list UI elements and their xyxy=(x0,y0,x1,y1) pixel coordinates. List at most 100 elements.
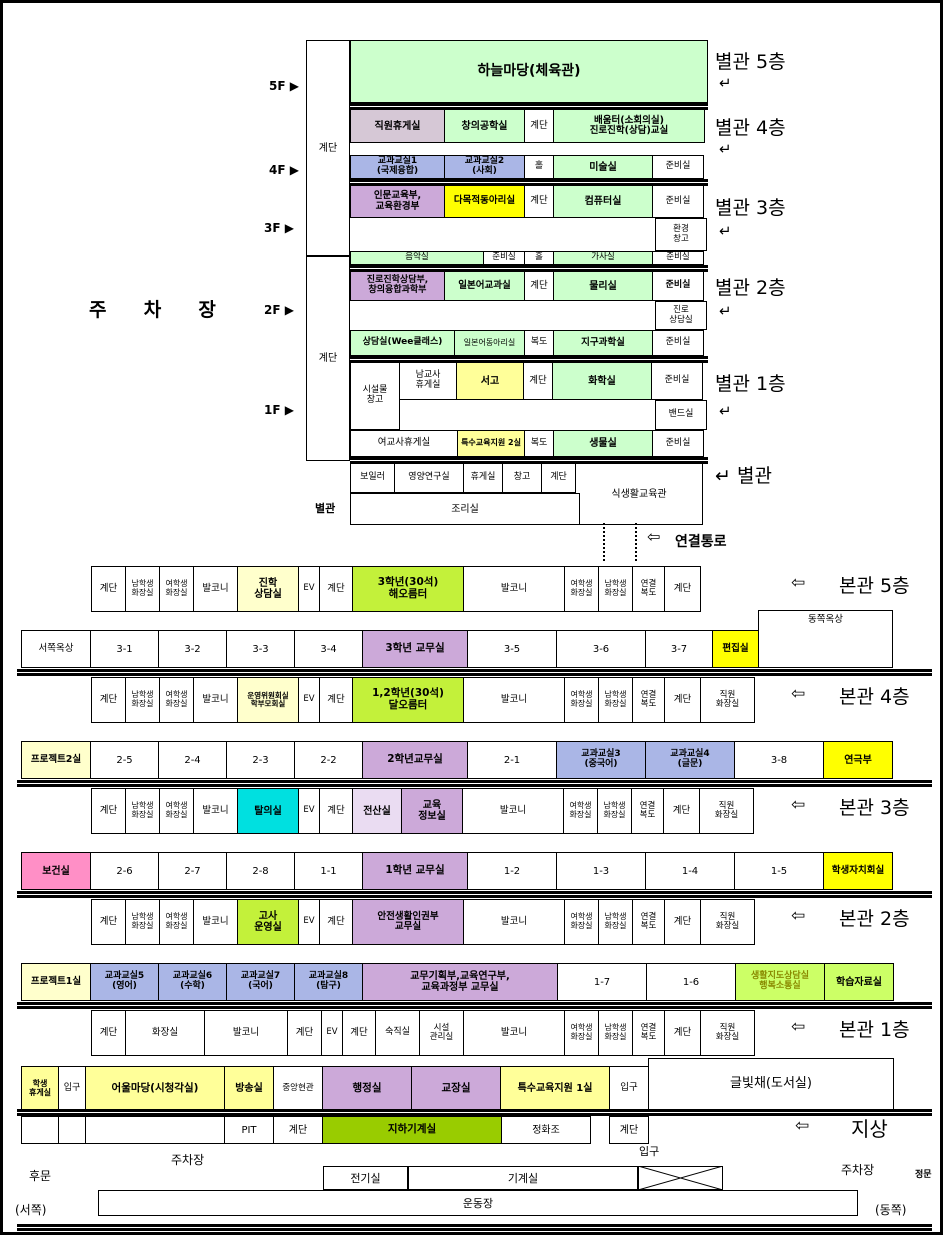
room-cell: 계단 xyxy=(287,1010,322,1056)
room-cell: 안전생활인권부 교무실 xyxy=(352,899,464,945)
room-cell: 계단 xyxy=(91,788,126,834)
room-cell: 발코니 xyxy=(463,566,565,612)
room-cell: 방송실 xyxy=(224,1066,274,1111)
room-cell: 교무기획부,교육연구부, 교육과정부 교무실 xyxy=(362,963,558,1001)
room-cell: 발코니 xyxy=(462,788,564,834)
label-arrow: ⇦ xyxy=(791,795,806,815)
row-basement: PIT 계단 지하기계실 정화조 계단 xyxy=(21,1116,649,1144)
blank-cell xyxy=(400,400,656,430)
room-cell: 계단 xyxy=(609,1116,649,1144)
row-f1b: 밴드실 xyxy=(400,400,707,430)
room-cell: 복도 xyxy=(524,330,554,356)
room-cell: 2-4 xyxy=(158,741,227,779)
floor-separator xyxy=(350,265,708,272)
label-4: 1F ▶ xyxy=(264,403,294,417)
row-corridor: 계단 남학생 화장실 여학생 화장실 발코니 고사 운영실 EV 계단 안전생활인권부 교무실… xyxy=(91,899,755,945)
room-cell: 연결 복도 xyxy=(631,788,664,834)
room-cell: 미술실 xyxy=(553,155,653,179)
room-cell: 계단 xyxy=(524,271,554,301)
room-cell: 3-3 xyxy=(226,630,295,668)
row-stair_bottom: 계단 xyxy=(306,256,350,461)
room-cell: 계단 xyxy=(273,1116,323,1144)
room-cell: 보일러 xyxy=(350,463,395,493)
room-cell: 상담실(Wee클래스) xyxy=(350,330,455,356)
room-cell: 여학생 화장실 xyxy=(563,788,598,834)
room-cell: 계단 xyxy=(523,362,553,400)
room-cell: 학습자료실 xyxy=(824,963,894,1001)
room-cell: 3학년(30석) 해오름터 xyxy=(352,566,464,612)
room-cell: 화장실 xyxy=(125,1010,205,1056)
room-cell: 편집실 xyxy=(712,630,759,668)
label-arrow: ⇦ xyxy=(791,906,806,926)
room-cell: 연결 복도 xyxy=(632,899,665,945)
room-cell: 3-1 xyxy=(90,630,159,668)
room-cell: 1-7 xyxy=(557,963,647,1001)
room-cell: 직원휴게실 xyxy=(350,109,445,143)
room-cell: 창의공학실 xyxy=(444,109,525,143)
room-cell: 진로진학상담부, 창의융합과학부 xyxy=(350,271,445,301)
room-cell: 계단 xyxy=(541,463,576,493)
floor-separator xyxy=(17,891,932,898)
room-cell: 교과교실7 (국어) xyxy=(226,963,295,1001)
room-cell: 여학생 화장실 xyxy=(159,566,194,612)
room-cell: 교과교실2 (사회) xyxy=(444,155,525,179)
room-cell: 여학생 화장실 xyxy=(564,1010,599,1056)
room-cell: 계단 xyxy=(306,40,350,256)
connector-dotted-line xyxy=(603,523,605,561)
label-2: 별관 3층 xyxy=(715,197,786,219)
floor-separator xyxy=(350,103,708,110)
room-cell: 직원 화장실 xyxy=(699,788,754,834)
label-arrow: ⇦ xyxy=(795,1116,810,1136)
row-female: 여교사휴게실 특수교육지원 2실 복도 생물실 준비실 xyxy=(350,430,704,457)
room-cell: 3-2 xyxy=(158,630,227,668)
row-classroom: 프로젝트2실 2-5 2-4 2-3 2-2 2학년교무실 2-1 교과교실3 (중국어) 교과… xyxy=(21,741,893,779)
room-cell: 복도 xyxy=(524,430,554,457)
room-cell: 교과교실6 (수학) xyxy=(158,963,227,1001)
label-bottom_left: 별관 xyxy=(315,502,336,515)
room-cell: 남학생 화장실 xyxy=(125,788,160,834)
room-cell: 학생자치회실 xyxy=(823,852,893,890)
row-ground: 학생 휴게실 입구 어울마당(시청각실) 방송실 중앙현관 행정실 교장실 특수교육지원 1실… xyxy=(21,1058,894,1111)
row-music: 음악실 준비실 홀 가사실 준비실 xyxy=(350,251,704,265)
label-1: 4F ▶ xyxy=(269,163,299,177)
room-cell: 남교사 휴게실 xyxy=(399,362,457,400)
room-cell: 발코니 xyxy=(193,677,238,723)
room-cell: EV xyxy=(298,566,320,612)
room-cell: 남학생 화장실 xyxy=(125,566,160,612)
room-cell: 지구과학실 xyxy=(553,330,653,356)
row-f3b: 환경 창고 xyxy=(350,218,707,251)
room-cell: 2-1 xyxy=(467,741,557,779)
room-cell: 계단 xyxy=(524,109,554,143)
room-cell: 3-6 xyxy=(556,630,646,668)
room-cell: 화학실 xyxy=(552,362,652,400)
label-3: 별관 2층 xyxy=(715,277,786,299)
room-cell: 남학생 화장실 xyxy=(598,1010,633,1056)
room-cell: 여학생 화장실 xyxy=(564,566,599,612)
room-cell: 여학생 화장실 xyxy=(159,677,194,723)
room-cell: 준비실 xyxy=(651,362,703,400)
room-cell: 직원 화장실 xyxy=(700,899,755,945)
room-cell: 계단 xyxy=(664,677,701,723)
room-cell: 일본어동아리실 xyxy=(454,330,525,356)
room-cell: 교과교실4 (글문) xyxy=(645,741,735,779)
row-classroom: 보건실 2-6 2-7 2-8 1-1 1학년 교무실 1-2 1-3 1-4 1-5 학생자치회실 xyxy=(21,852,893,890)
room-cell: 교장실 xyxy=(411,1066,501,1111)
room-cell: 교과교실8 (탐구) xyxy=(294,963,363,1001)
room-cell: 음악실 xyxy=(350,251,484,265)
room-cell: 글빛채(도서실) xyxy=(648,1058,894,1111)
row-corridor: 계단 남학생 화장실 여학생 화장실 발코니 진학 상담실 EV 계단 3학년(30석) 해오… xyxy=(91,566,701,612)
label-arrow: ⇦ xyxy=(647,527,661,546)
label-1: 별관 4층 xyxy=(715,117,786,139)
room-cell: 휴게실 xyxy=(463,463,503,493)
label-arrow: ⇦ xyxy=(791,573,806,593)
label-1: 본관 4층 xyxy=(839,686,910,708)
blank-cell xyxy=(350,218,656,251)
room-cell: PIT xyxy=(224,1116,274,1144)
room-cell: 생물실 xyxy=(553,430,653,457)
room-cell: 1학년 교무실 xyxy=(362,852,468,890)
room-cell: EV xyxy=(298,677,320,723)
label-east: (동쪽) xyxy=(875,1203,907,1217)
room-cell: 시설 관리실 xyxy=(419,1010,464,1056)
room-cell: 영양연구실 xyxy=(394,463,464,493)
label-parking_right: 주차장 xyxy=(841,1163,875,1177)
